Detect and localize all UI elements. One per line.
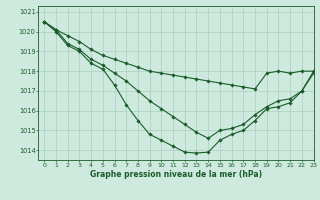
X-axis label: Graphe pression niveau de la mer (hPa): Graphe pression niveau de la mer (hPa)	[90, 170, 262, 179]
